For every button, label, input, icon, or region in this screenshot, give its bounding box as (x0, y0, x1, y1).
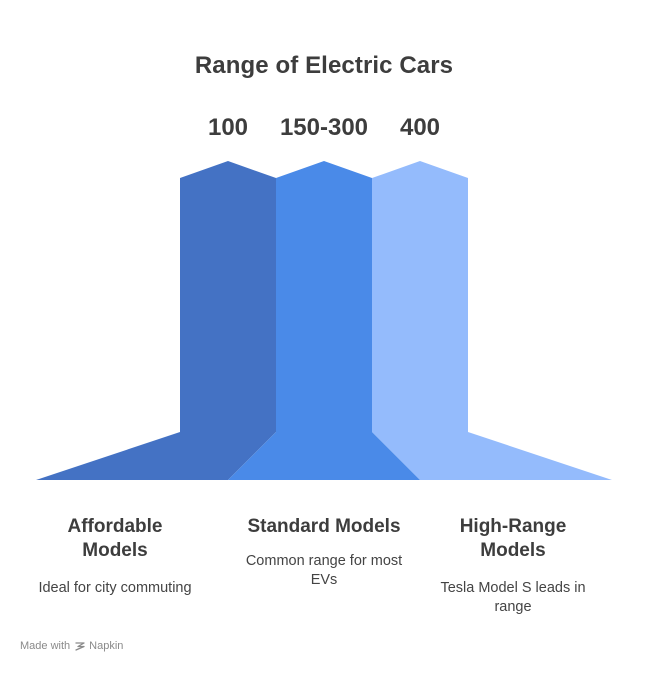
footer-watermark: Made with Napkin (20, 640, 123, 652)
segment-shape-affordable (36, 161, 276, 480)
segment-title-high-range: High-Range Models (459, 516, 567, 561)
segment-value-high-range: 400 (399, 114, 441, 141)
segment-high-range: High-Range Models Tesla Model S leads in… (418, 515, 608, 617)
segment-description-standard: Common range for most EVs (245, 553, 403, 588)
segment-standard: Standard Models Common range for most EV… (229, 515, 419, 590)
segment-description-high-range: Tesla Model S leads in range (440, 580, 586, 615)
segment-shape-high-range (372, 161, 612, 480)
footer-made-with: Made with (20, 640, 71, 652)
segment-affordable: Affordable Models Ideal for city commuti… (20, 515, 210, 598)
segment-title-affordable: Affordable Models (67, 516, 163, 561)
segment-value-affordable: 100 (207, 114, 249, 141)
diagram-title: Range of Electric Cars (194, 52, 454, 79)
napkin-logo-icon (75, 641, 85, 651)
footer-brand: Napkin (89, 640, 124, 652)
segment-description-affordable: Ideal for city commuting (38, 580, 192, 596)
segment-shape-standard (228, 161, 420, 480)
segment-value-standard: 150-300 (279, 114, 369, 141)
segment-title-standard: Standard Models (247, 516, 401, 537)
